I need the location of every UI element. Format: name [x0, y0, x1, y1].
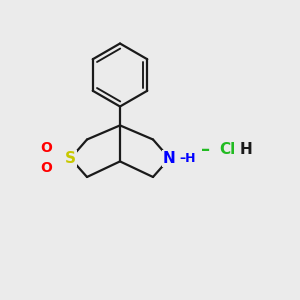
Text: H: H	[240, 142, 253, 158]
Text: Cl: Cl	[219, 142, 235, 158]
Text: N: N	[163, 151, 176, 166]
Text: –: –	[201, 141, 210, 159]
Text: O: O	[40, 161, 52, 175]
Text: S: S	[65, 151, 76, 166]
Text: O: O	[40, 142, 52, 155]
Text: –H: –H	[179, 152, 196, 165]
